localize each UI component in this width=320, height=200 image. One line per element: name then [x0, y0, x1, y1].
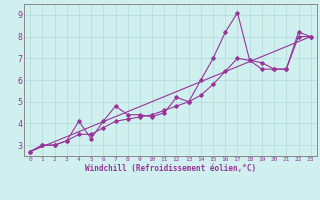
X-axis label: Windchill (Refroidissement éolien,°C): Windchill (Refroidissement éolien,°C) — [85, 164, 256, 173]
